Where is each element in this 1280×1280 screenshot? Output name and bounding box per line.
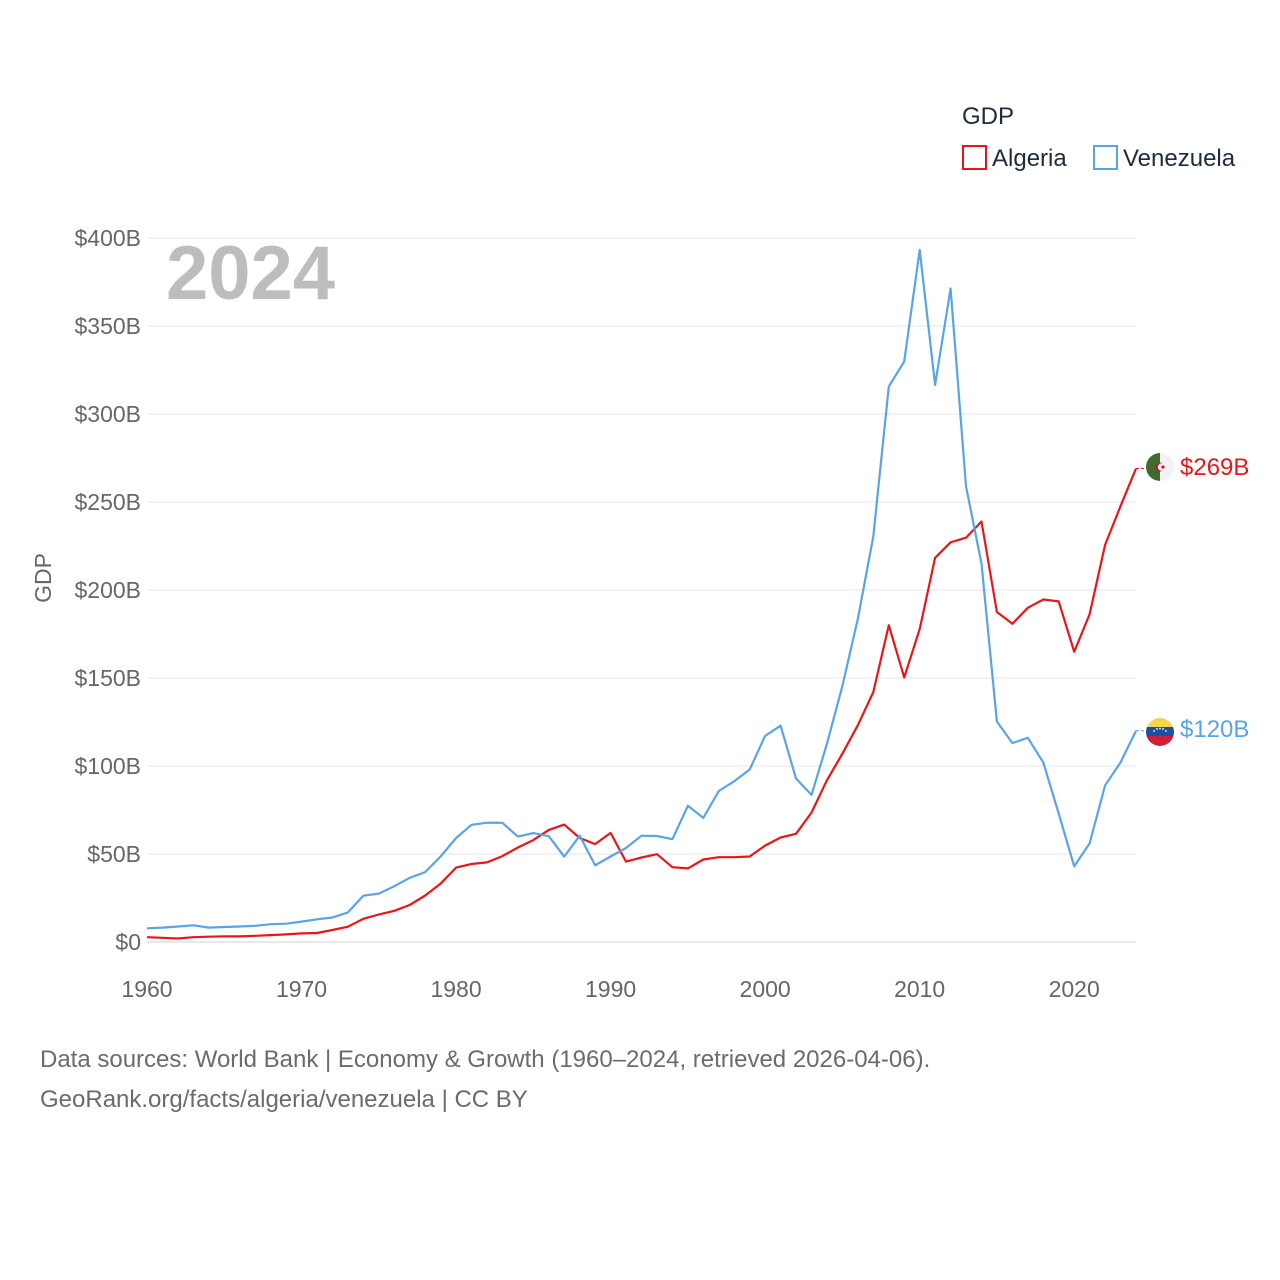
- y-axis-ticks: $0 $50B $100B $150B $200B $250B $300B $350B $400…: [74, 225, 141, 955]
- legend-item-algeria[interactable]: Algeria: [962, 145, 1067, 172]
- y-tick-label: $250B: [74, 489, 141, 515]
- series-lines: [146, 248, 1138, 940]
- x-tick-label: 1990: [585, 976, 636, 1002]
- footer: Data sources: World Bank | Economy & Gro…: [40, 1040, 930, 1120]
- end-markers: [1136, 468, 1146, 732]
- y-tick-label: $0: [115, 929, 141, 955]
- end-label-venezuela: $120B: [1180, 716, 1249, 743]
- legend-item-venezuela[interactable]: Venezuela: [1093, 145, 1236, 172]
- series-line-venezuela: [146, 248, 1137, 930]
- legend-label-algeria: Algeria: [992, 145, 1067, 172]
- legend-label-venezuela: Venezuela: [1123, 145, 1236, 172]
- legend: GDP Algeria Venezuela: [962, 103, 1236, 172]
- y-tick-label: $200B: [74, 577, 141, 603]
- y-tick-label: $100B: [74, 753, 141, 779]
- footer-sources: Data sources: World Bank | Economy & Gro…: [40, 1046, 931, 1073]
- x-tick-label: 2000: [740, 976, 791, 1002]
- y-tick-label: $350B: [74, 313, 141, 339]
- venezuela-flag-icon: [1146, 718, 1174, 746]
- grid-lines: [147, 237, 1136, 943]
- y-axis-label: GDP: [30, 553, 56, 603]
- legend-swatch-venezuela: [1093, 145, 1118, 170]
- x-axis-ticks: 1960 1970 1980 1990 2000 2010 2020: [121, 976, 1099, 1002]
- x-tick-label: 1980: [430, 976, 481, 1002]
- end-label-algeria: $269B: [1180, 454, 1249, 481]
- y-tick-label: $400B: [74, 225, 141, 251]
- y-tick-label: $300B: [74, 401, 141, 427]
- x-tick-label: 1960: [121, 976, 172, 1002]
- y-tick-label: $50B: [87, 841, 141, 867]
- y-tick-label: $150B: [74, 665, 141, 691]
- x-tick-label: 2010: [894, 976, 945, 1002]
- legend-title: GDP: [962, 103, 1014, 130]
- series-line-algeria: [146, 468, 1138, 940]
- legend-swatch-algeria: [962, 145, 987, 170]
- footer-attribution: GeoRank.org/facts/algeria/venezuela | CC…: [40, 1086, 528, 1113]
- year-watermark: 2024: [166, 231, 335, 316]
- x-tick-label: 1970: [276, 976, 327, 1002]
- x-tick-label: 2020: [1049, 976, 1100, 1002]
- algeria-flag-icon: [1146, 453, 1174, 481]
